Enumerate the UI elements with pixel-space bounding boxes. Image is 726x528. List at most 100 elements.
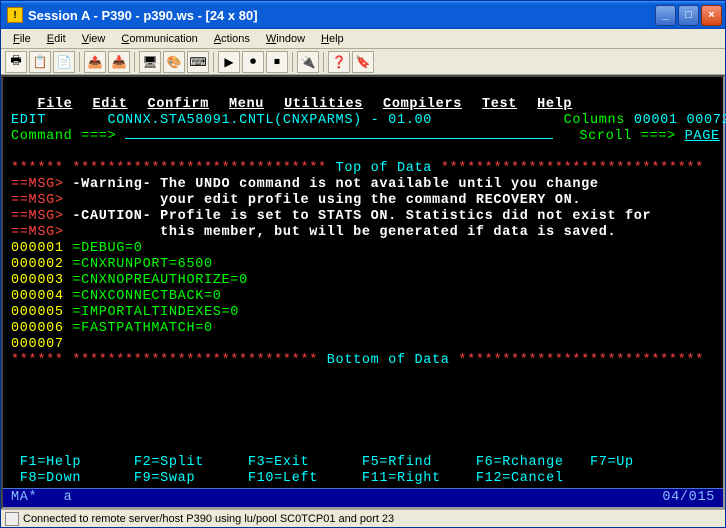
tb-play-icon[interactable]: ▶ [218,51,240,73]
fkey-f2[interactable]: F2=Split [134,455,248,470]
titlebar: ! Session A - P390 - p390.ws - [24 x 80]… [1,1,725,29]
fkey-f5[interactable]: F5=Rfind [362,455,476,470]
terminal-screen[interactable]: File Edit Confirm Menu Utilities Compilers Tes… [1,75,725,509]
edit-dataset: CONNX.STA58091.CNTL(CNXPARMS) - 01.00 [108,113,433,128]
close-button[interactable]: × [701,5,722,26]
fkey-f1[interactable]: F1=Help [11,455,134,470]
status-icon [5,512,19,526]
tb-color-icon[interactable]: 🎨 [163,51,185,73]
data-row: 000001 =DEBUG=0 [11,241,143,256]
bot-label: Bottom of Data [327,353,450,368]
menu-window[interactable]: Window [258,31,313,47]
tb-sep [134,52,135,72]
data-row: 000006 =FASTPATHMATCH=0 [11,321,213,336]
tb-help-icon[interactable]: ❓ [328,51,350,73]
window-title: Session A - P390 - p390.ws - [24 x 80] [28,8,655,23]
statusbar: Connected to remote server/host P390 usi… [1,509,725,527]
tb-sep [213,52,214,72]
oia-cursor-pos: 04/015 [662,490,715,506]
scroll-input[interactable]: PAGE [685,129,720,144]
msg-tag: ==MSG> [11,193,64,208]
command-line: Command ===> Scroll ===> PAGE [11,129,715,145]
data-row: 000002 =CNXRUNPORT=6500 [11,257,213,272]
top-stars-r: ****************************** [432,161,704,176]
tb-stop-icon[interactable]: ⏹ [266,51,288,73]
data-row: 000003 =CNXNOPREAUTHORIZE=0 [11,273,248,288]
fkey-f11[interactable]: F11=Right [362,471,476,486]
line-text[interactable]: =IMPORTALTINDEXES=0 [64,305,239,320]
msg-row: ==MSG> -CAUTION- Profile is set to STATS… [11,209,651,224]
fkey-f3[interactable]: F3=Exit [248,455,362,470]
line-num: 000007 [11,337,64,352]
ispf-menu-menu[interactable]: Menu [229,97,264,112]
fkey-f6[interactable]: F6=Rchange [476,455,590,470]
window-controls: _ □ × [655,5,722,26]
msg-tag: ==MSG> [11,225,64,240]
menu-communication[interactable]: Communication [113,31,205,47]
ispf-menu-compilers[interactable]: Compilers [383,97,462,112]
msg-text: this member, but will be generated if da… [64,225,617,240]
scroll-label: Scroll ===> [579,129,676,144]
tb-connect-icon[interactable]: 🔌 [297,51,319,73]
ispf-menu-edit[interactable]: Edit [92,97,127,112]
tb-paste-icon[interactable]: 📄 [53,51,75,73]
ispf-menu-utilities[interactable]: Utilities [284,97,363,112]
fkey-area: F1=Help F2=Split F3=Exit F5=Rfind F6=Rch… [11,439,715,487]
ispf-menu-help[interactable]: Help [537,97,572,112]
tb-sep [292,52,293,72]
fkey-f9[interactable]: F9=Swap [134,471,248,486]
top-label: Top of Data [336,161,433,176]
msg-row: ==MSG> -Warning- The UNDO command is not… [11,177,599,192]
line-num: 000004 [11,289,64,304]
col-to: 00072 [686,113,726,128]
ispf-menu-confirm[interactable]: Confirm [148,97,209,112]
menu-view[interactable]: View [74,31,114,47]
fkey-f7[interactable]: F7=Up [590,455,634,470]
oia-line: MA* a 04/015 [3,488,723,507]
menubar: File Edit View Communication Actions Win… [1,29,725,49]
line-text[interactable]: =FASTPATHMATCH=0 [64,321,213,336]
edit-mode: EDIT [11,113,46,128]
col-from: 00001 [634,113,678,128]
app-window: ! Session A - P390 - p390.ws - [24 x 80]… [0,0,726,528]
tb-receive-icon[interactable]: 📥 [108,51,130,73]
line-text[interactable]: =CNXCONNECTBACK=0 [64,289,222,304]
columns-label: Columns [564,113,625,128]
menu-file[interactable]: File [5,31,39,47]
menu-edit[interactable]: Edit [39,31,74,47]
tb-display-icon[interactable]: 🖥 [139,51,161,73]
top-stars-l: ****** ***************************** [11,161,336,176]
tb-sep [323,52,324,72]
line-text[interactable]: =CNXNOPREAUTHORIZE=0 [64,273,248,288]
line-num: 000006 [11,321,64,336]
tb-print-icon[interactable]: 🖶 [5,51,27,73]
ispf-menu-file[interactable]: File [37,97,72,112]
bot-stars-r: **************************** [450,353,704,368]
line-text[interactable]: =CNXRUNPORT=6500 [64,257,213,272]
fkey-f12[interactable]: F12=Cancel [476,471,564,486]
tb-index-icon[interactable]: 🔖 [352,51,374,73]
msg-tag: ==MSG> [11,209,64,224]
line-text[interactable]: =DEBUG=0 [64,241,143,256]
menu-help[interactable]: Help [313,31,352,47]
command-input[interactable] [125,138,553,139]
oia-left: MA* a [11,490,662,506]
msg-row: ==MSG> your edit profile using the comma… [11,193,581,208]
tb-copy-icon[interactable]: 📋 [29,51,51,73]
fkey-row-1: F1=Help F2=Split F3=Exit F5=Rfind F6=Rch… [11,455,634,470]
msg-row: ==MSG> this member, but will be generate… [11,225,616,240]
tb-record-icon[interactable]: ⏺ [242,51,264,73]
ispf-menu-test[interactable]: Test [482,97,517,112]
ispf-menubar: File Edit Confirm Menu Utilities Compilers Tes… [11,97,592,112]
tb-map-icon[interactable]: ⌨ [187,51,209,73]
msg-tag: ==MSG> [11,177,64,192]
fkey-f10[interactable]: F10=Left [248,471,362,486]
minimize-button[interactable]: _ [655,5,676,26]
toolbar: 🖶 📋 📄 📤 📥 🖥 🎨 ⌨ ▶ ⏺ ⏹ 🔌 ❓ 🔖 [1,49,725,75]
app-icon: ! [7,7,23,23]
msg-text: your edit profile using the command RECO… [64,193,582,208]
menu-actions[interactable]: Actions [206,31,258,47]
tb-send-icon[interactable]: 📤 [84,51,106,73]
maximize-button[interactable]: □ [678,5,699,26]
fkey-f8[interactable]: F8=Down [11,471,134,486]
